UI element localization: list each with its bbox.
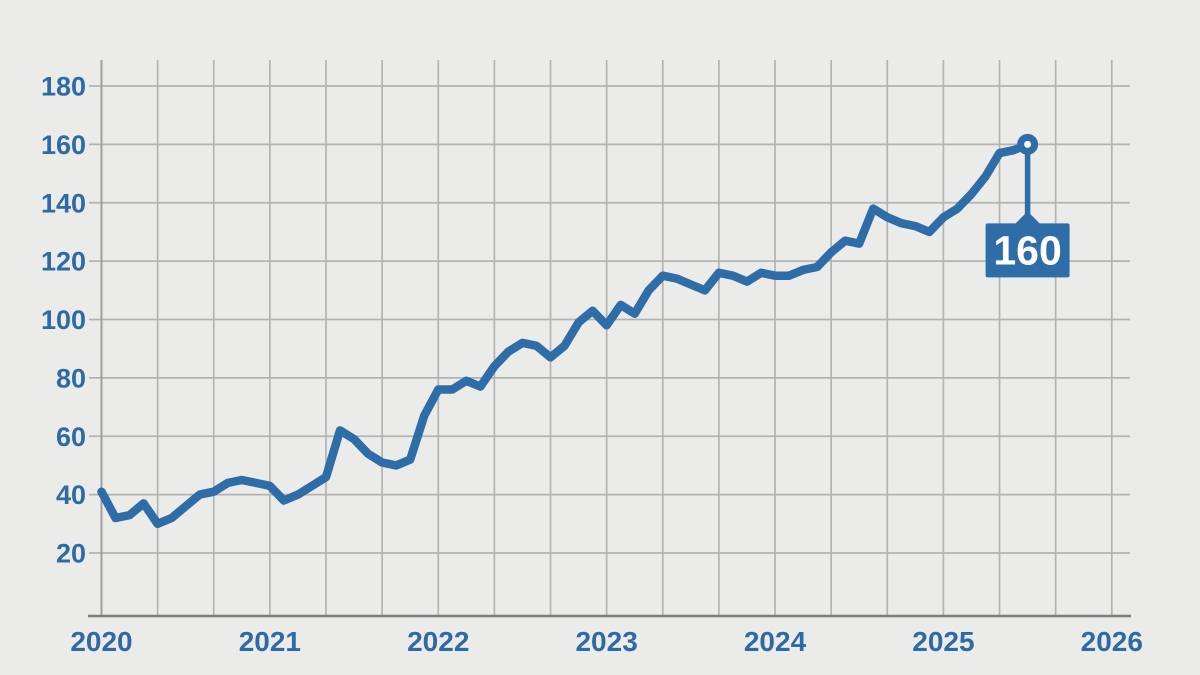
- y-tick-label: 60: [56, 422, 86, 452]
- x-tick-label: 2024: [744, 626, 807, 657]
- x-tick-label: 2025: [912, 626, 974, 657]
- y-tick-label: 100: [41, 305, 86, 335]
- y-tick-label: 40: [56, 480, 86, 510]
- x-tick-label: 2026: [1081, 626, 1143, 657]
- y-tick-label: 80: [56, 363, 86, 393]
- y-tick-label: 180: [41, 72, 86, 102]
- callout-box: [985, 223, 1070, 278]
- endpoint-marker: [1017, 133, 1039, 155]
- vertical-gridlines: [100, 60, 1113, 616]
- y-tick-label: 20: [56, 539, 86, 569]
- y-tick-label: 140: [41, 188, 86, 218]
- x-axis-tick-labels: 2020 2021 2022 2023 2024 2025 2026: [70, 626, 1143, 657]
- x-tick-label: 2023: [575, 626, 637, 657]
- x-tick-label: 2020: [70, 626, 132, 657]
- y-axis-tick-labels: 180 160 140 120 100 80 60 40 20: [41, 72, 86, 569]
- value-callout: 160: [985, 152, 1070, 278]
- data-line: [97, 140, 1032, 529]
- y-tick-label: 120: [41, 247, 86, 277]
- horizontal-gridlines: [89, 85, 1130, 554]
- y-tick-label: 160: [41, 130, 86, 160]
- callout-value-label: 160: [993, 227, 1061, 273]
- x-tick-label: 2022: [407, 626, 469, 657]
- x-tick-label: 2021: [239, 626, 301, 657]
